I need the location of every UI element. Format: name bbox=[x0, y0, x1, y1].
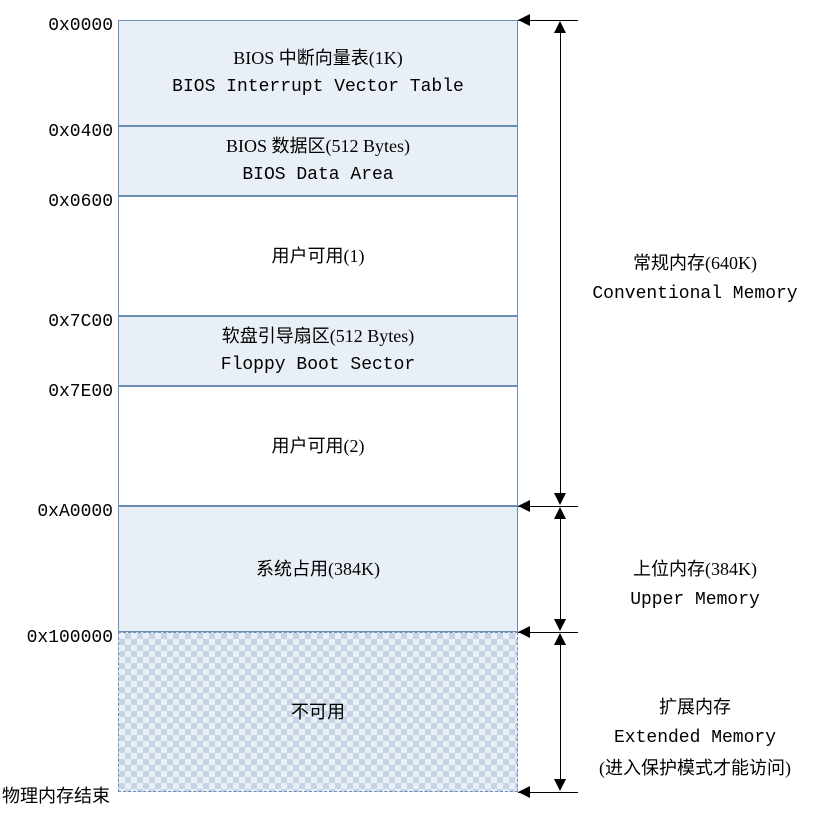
region-label-cn: 用户可用(1) bbox=[272, 242, 365, 271]
region-label-en: BIOS Data Area bbox=[242, 161, 393, 190]
bracket-label-en: Upper Memory bbox=[585, 585, 805, 616]
bracket-label: 上位内存(384K)Upper Memory bbox=[585, 554, 805, 615]
address-label: 0x0000 bbox=[48, 16, 113, 36]
bracket-label-sub: (进入保护模式才能访问) bbox=[585, 753, 805, 784]
arrow-left-icon bbox=[518, 626, 530, 638]
memory-region: BIOS 数据区(512 Bytes)BIOS Data Area bbox=[118, 126, 518, 196]
bracket-line bbox=[560, 30, 562, 496]
address-label: 0x7E00 bbox=[48, 382, 113, 402]
physical-end-label: 物理内存结束 bbox=[2, 782, 110, 808]
arrow-down-icon bbox=[554, 779, 566, 791]
arrow-up-icon bbox=[554, 507, 566, 519]
region-label-cn: 不可用 bbox=[291, 698, 345, 727]
memory-region: BIOS 中断向量表(1K)BIOS Interrupt Vector Tabl… bbox=[118, 20, 518, 126]
arrow-up-icon bbox=[554, 633, 566, 645]
bracket-label-cn: 扩展内存 bbox=[585, 692, 805, 723]
bracket-line bbox=[560, 516, 562, 622]
address-label: 0x100000 bbox=[27, 628, 113, 648]
arrow-left-icon bbox=[518, 14, 530, 26]
arrow-up-icon bbox=[554, 21, 566, 33]
bracket-label-cn: 上位内存(384K) bbox=[585, 554, 805, 585]
bracket-line bbox=[560, 642, 562, 782]
address-label: 0x0400 bbox=[48, 122, 113, 142]
region-label-cn: 系统占用(384K) bbox=[256, 555, 380, 584]
region-label-cn: 用户可用(2) bbox=[272, 432, 365, 461]
memory-region: 用户可用(2) bbox=[118, 386, 518, 506]
memory-region: 用户可用(1) bbox=[118, 196, 518, 316]
region-label-cn: BIOS 中断向量表(1K) bbox=[233, 44, 403, 73]
arrow-down-icon bbox=[554, 619, 566, 631]
arrow-left-icon bbox=[518, 500, 530, 512]
bracket-label: 常规内存(640K)Conventional Memory bbox=[585, 248, 805, 309]
bracket-label: 扩展内存Extended Memory(进入保护模式才能访问) bbox=[585, 692, 805, 784]
address-label: 0x0600 bbox=[48, 192, 113, 212]
memory-region: 软盘引导扇区(512 Bytes)Floppy Boot Sector bbox=[118, 316, 518, 386]
arrow-left-icon bbox=[518, 786, 530, 798]
bracket-label-en: Extended Memory bbox=[585, 723, 805, 754]
region-label-en: Floppy Boot Sector bbox=[221, 351, 415, 380]
region-label-cn: 软盘引导扇区(512 Bytes) bbox=[222, 322, 415, 351]
arrow-down-icon bbox=[554, 493, 566, 505]
address-label: 0x7C00 bbox=[48, 312, 113, 332]
region-label-en: BIOS Interrupt Vector Table bbox=[172, 73, 464, 102]
address-label: 0xA0000 bbox=[37, 502, 113, 522]
memory-region: 系统占用(384K) bbox=[118, 506, 518, 632]
bracket-label-en: Conventional Memory bbox=[585, 279, 805, 310]
memory-region: 不可用 bbox=[118, 632, 518, 792]
region-label-cn: BIOS 数据区(512 Bytes) bbox=[226, 132, 410, 161]
bracket-label-cn: 常规内存(640K) bbox=[585, 248, 805, 279]
